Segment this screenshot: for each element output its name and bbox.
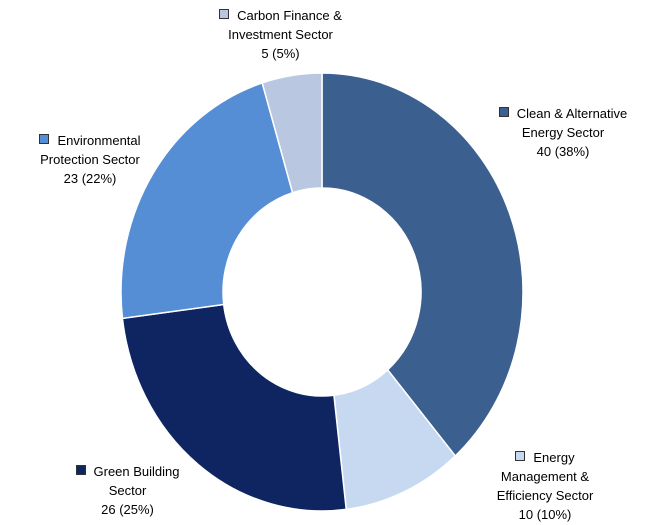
slice-label: Energy Management & Efficiency Sector 10 …: [485, 448, 605, 524]
donut-slice: [121, 303, 348, 512]
category-name: Carbon Finance & Investment Sector: [228, 8, 342, 42]
value-label: 5 (5%): [261, 46, 300, 61]
legend-marker: [219, 9, 230, 19]
slice-label: Environmental Protection Sector 23 (22%): [15, 131, 165, 188]
legend-marker: [75, 465, 86, 475]
value-label: 40 (38%): [536, 144, 590, 159]
donut-slice: [321, 72, 524, 458]
category-name: Energy Management & Efficiency Sector: [496, 450, 594, 503]
slice-label: Carbon Finance & Investment Sector 5 (5%): [213, 6, 348, 63]
category-name: Clean & Alternative Energy Sector: [516, 106, 628, 140]
category-name: Environmental Protection Sector: [40, 133, 141, 167]
donut-slice: [120, 81, 294, 320]
slice-label: Green Building Sector 26 (25%): [70, 462, 185, 519]
value-label: 26 (25%): [101, 502, 154, 517]
value-label: 23 (22%): [63, 171, 117, 186]
legend-marker: [498, 107, 509, 117]
legend-marker: [515, 451, 526, 461]
value-label: 10 (10%): [518, 507, 572, 522]
legend-marker: [39, 134, 50, 144]
category-name: Green Building Sector: [93, 464, 180, 498]
slice-label: Clean & Alternative Energy Sector 40 (38%…: [498, 104, 628, 161]
donut-slice: [261, 72, 323, 194]
